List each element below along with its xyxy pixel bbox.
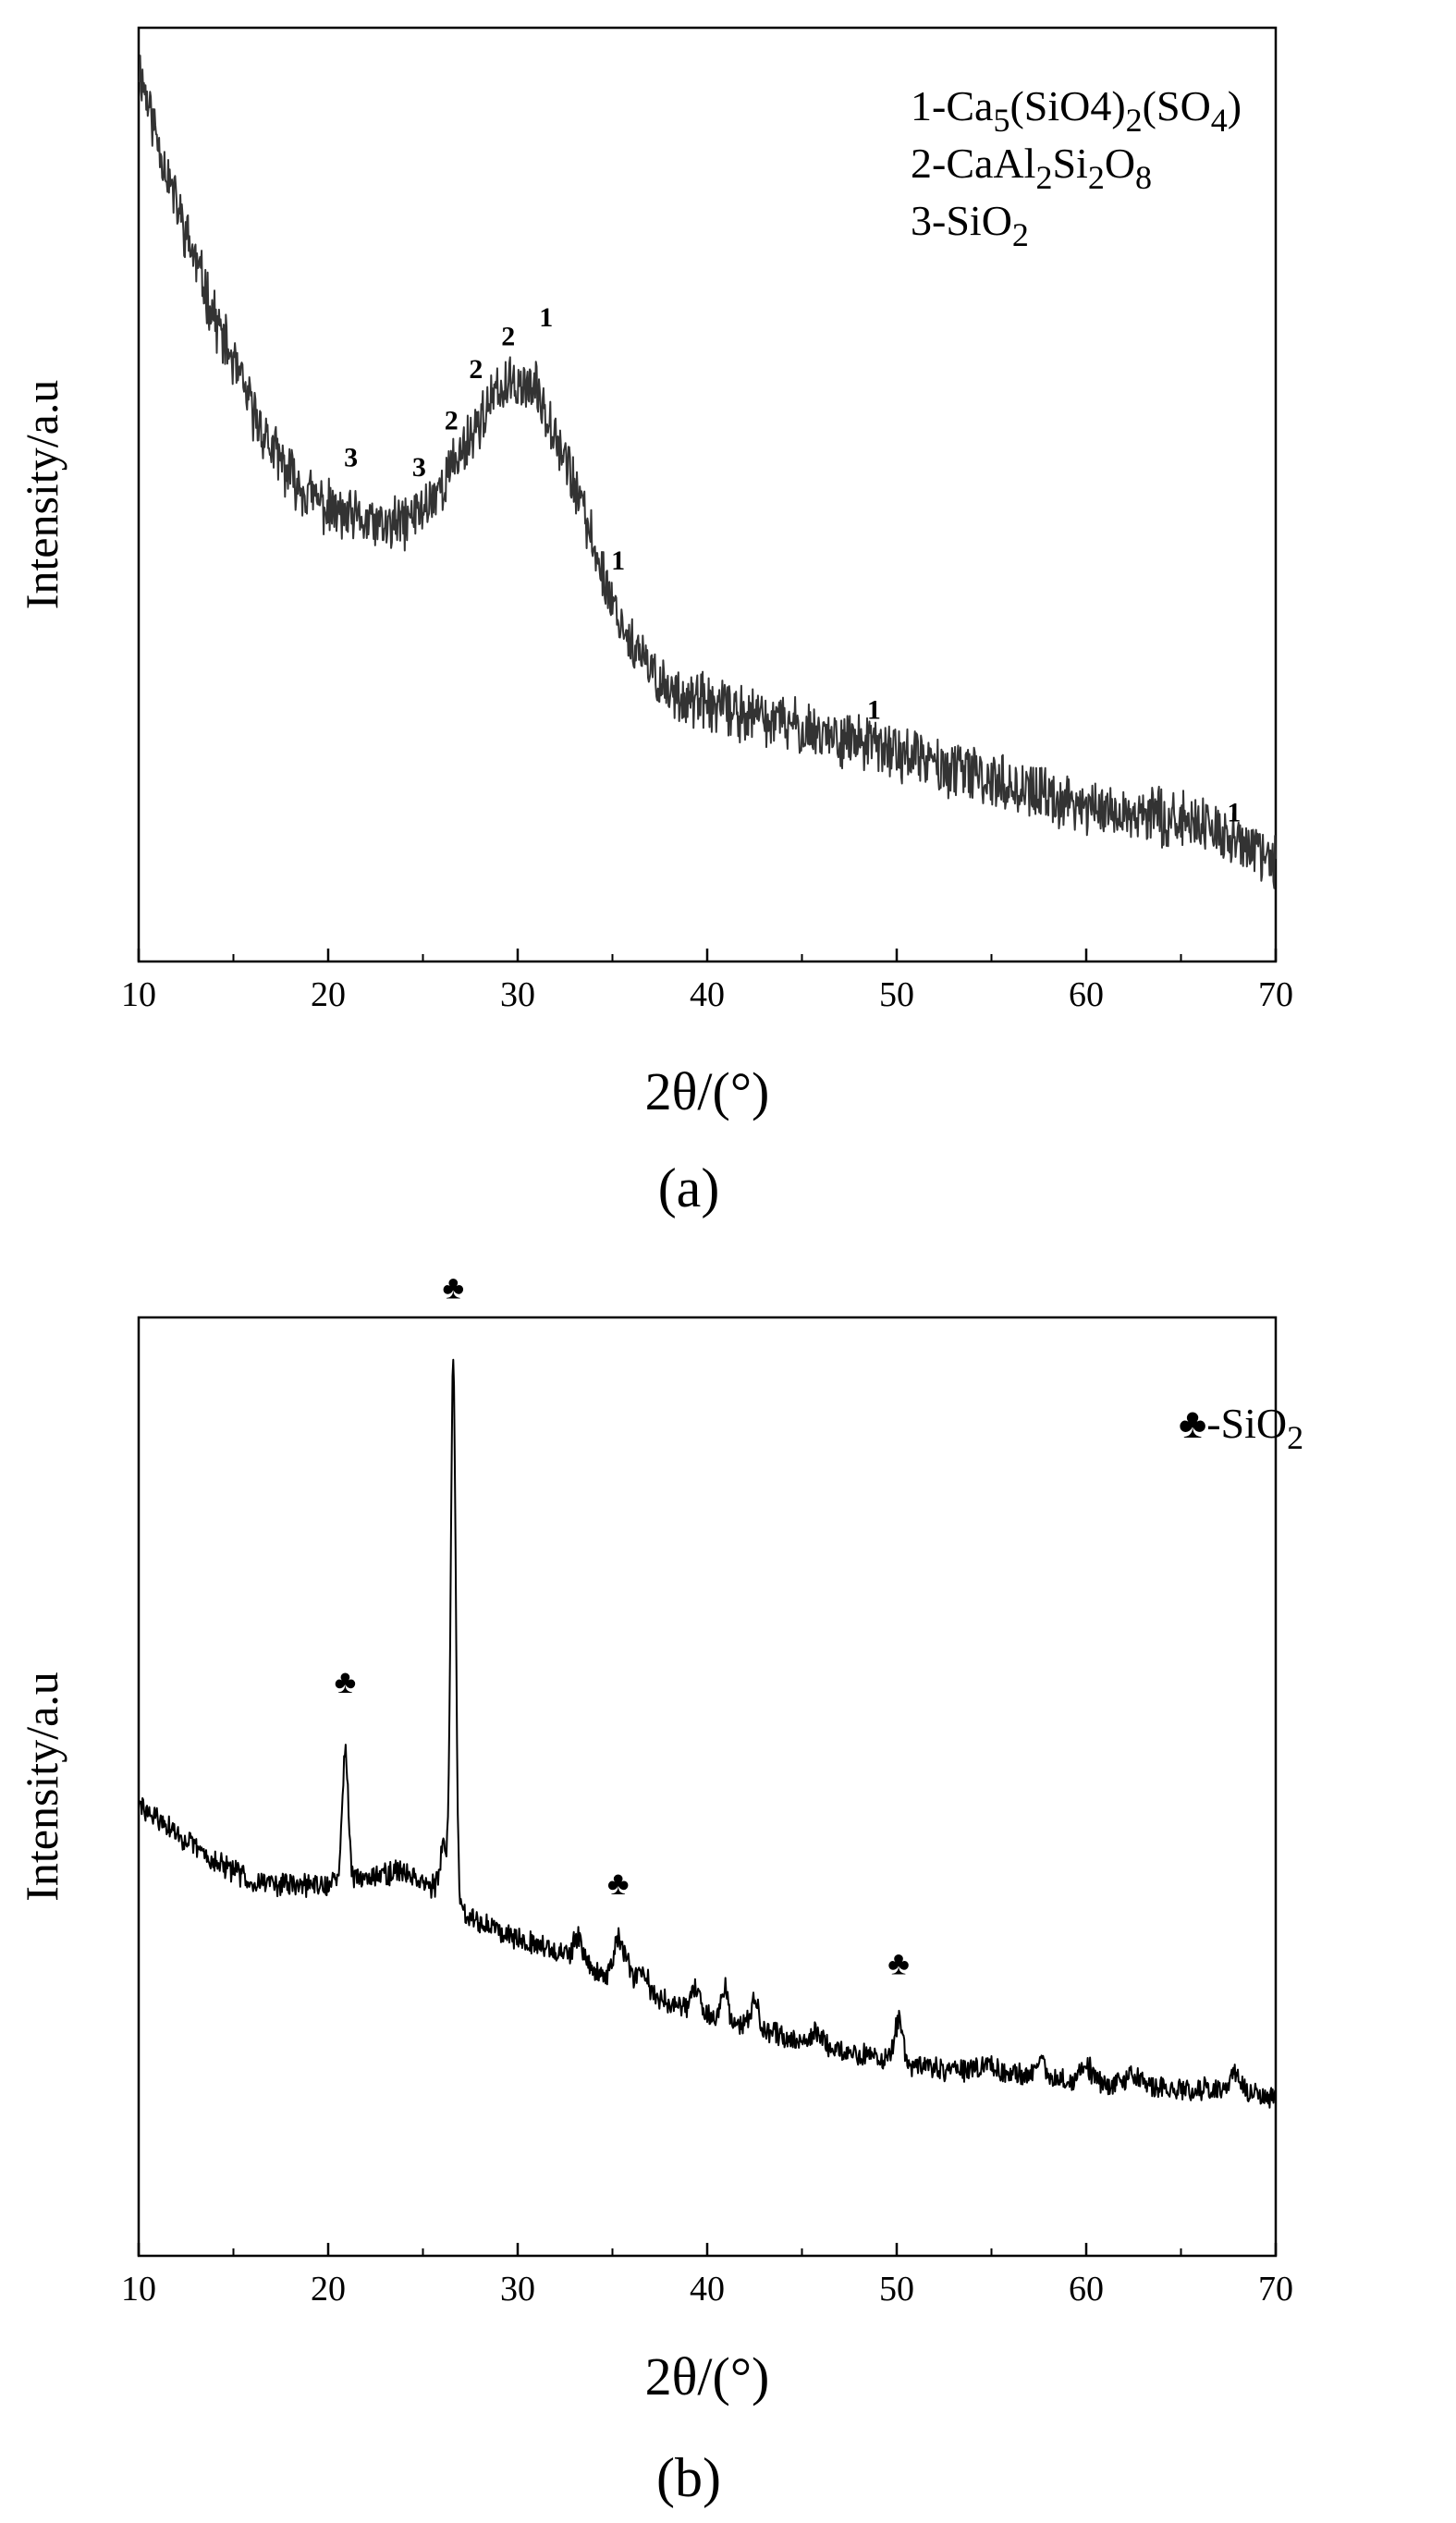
x-tick-label: 20 [311, 2270, 346, 2309]
peak-label: 1 [539, 302, 553, 333]
peak-label: ♣ [887, 1945, 910, 1982]
legend-formula-part: ) [1228, 82, 1242, 129]
y-axis-title: Intensity/a.u [16, 380, 67, 610]
x-tick-label: 10 [121, 2270, 156, 2309]
x-tick-label: 70 [1258, 975, 1293, 1014]
x-tick-label: 20 [311, 975, 346, 1014]
x-tick-label: 50 [879, 2270, 914, 2309]
legend-formula-part: (SiO4) [1009, 82, 1125, 129]
peak-label: 2 [445, 405, 459, 435]
x-axis-title: 2θ/(°) [645, 1061, 770, 1121]
legend-formula-part: 2 [1012, 216, 1029, 253]
legend-entry: ♣-SiO2 [1179, 1400, 1303, 1456]
legend-formula-part: Ca [946, 82, 993, 129]
panel-label: (b) [656, 2447, 721, 2508]
peak-label: 1 [611, 545, 625, 576]
x-tick-label: 60 [1069, 2270, 1104, 2309]
panel-label: (a) [658, 1157, 720, 1219]
peak-label: 1 [867, 694, 881, 725]
chart-panel-b: 10 20 30 40 50 60 70 2θ/(°) Intensity/a.u (b) ♣ ♣ ♣ ♣… [16, 1269, 1303, 2508]
x-tick-label: 30 [500, 975, 535, 1014]
x-tick-label: 30 [500, 2270, 535, 2309]
legend-formula-part: 2 [1126, 102, 1143, 139]
x-tick-label: 10 [121, 975, 156, 1014]
legend-formula-part: (SO [1143, 82, 1211, 129]
legend-formula-part: 2 [1088, 159, 1105, 196]
legend-formula-part: 5 [993, 102, 1009, 139]
x-tick-label: 40 [690, 975, 725, 1014]
peak-label: 2 [469, 354, 483, 385]
x-tick-label: 70 [1258, 2270, 1293, 2309]
legend-formula-part: 4 [1211, 102, 1228, 139]
x-tick-label: 40 [690, 2270, 725, 2309]
legend-formula-part: 2 [1287, 1419, 1303, 1456]
x-axis-title: 2θ/(°) [645, 2346, 770, 2407]
peak-label: ♣ [335, 1663, 357, 1700]
legend-prefix: ♣- [1179, 1400, 1221, 1447]
series-line [138, 1358, 1277, 2109]
legend-prefix: 1- [911, 82, 946, 129]
y-axis-title: Intensity/a.u [16, 1672, 67, 1902]
peak-label: ♣ [442, 1269, 464, 1306]
legend-formula-part: CaAl [946, 140, 1035, 187]
legend-prefix: 2- [911, 140, 946, 187]
series-line [138, 55, 1277, 889]
peak-label: ♣ [607, 1865, 630, 1902]
x-tick-label: 60 [1069, 975, 1104, 1014]
peak-label: 3 [412, 452, 426, 483]
legend-formula-part: SiO [946, 197, 1012, 244]
legend-entry: 3-SiO2 [911, 197, 1029, 253]
plot-frame [137, 1316, 1278, 2258]
legend-formula-part: SiO [1221, 1400, 1288, 1447]
peak-label: 3 [344, 443, 358, 473]
legend-formula-part: 8 [1135, 159, 1152, 196]
legend-formula-part: 2 [1035, 159, 1052, 196]
legend-prefix: 3- [911, 197, 946, 244]
peak-label: 1 [1227, 798, 1241, 828]
x-tick-label: 50 [879, 975, 914, 1014]
peak-label: 2 [501, 321, 515, 351]
legend-formula-part: Si [1052, 140, 1087, 187]
legend-entry: 1-Ca5(SiO4)2(SO4) [911, 82, 1242, 139]
legend-entry: 2-CaAl2Si2O8 [911, 140, 1152, 196]
legend-formula-part: O [1105, 140, 1135, 187]
